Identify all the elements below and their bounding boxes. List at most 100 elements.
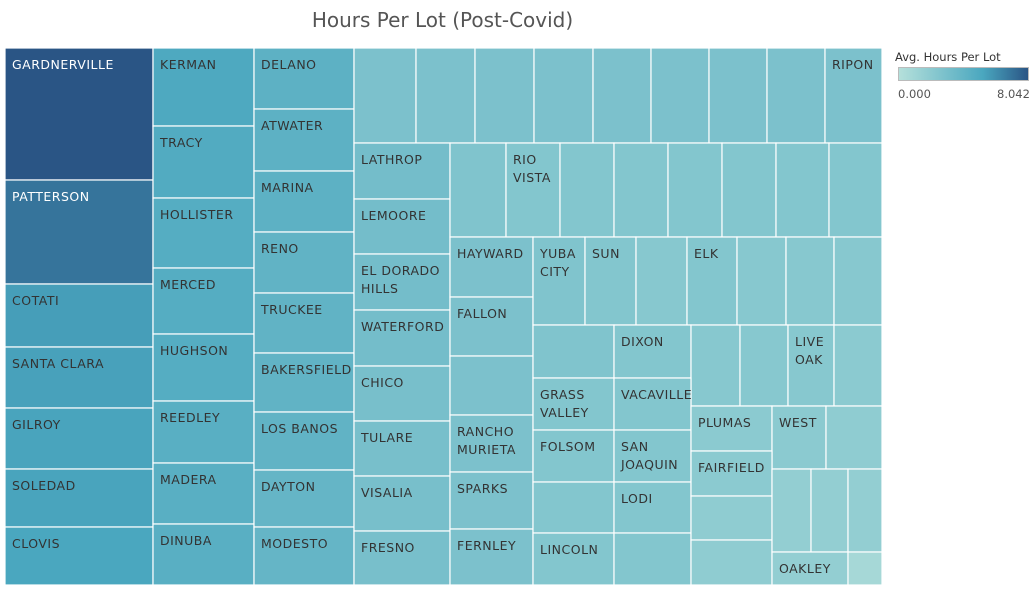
tile-unlabeled-57[interactable] (635, 236, 688, 326)
tile-unlabeled-48[interactable] (828, 142, 883, 238)
tile-live-oak[interactable]: LIVE OAK (787, 324, 835, 407)
tile-unlabeled-51[interactable] (449, 355, 534, 416)
tile-ripon[interactable]: RIPON (824, 47, 883, 144)
tile-rect[interactable] (152, 125, 255, 199)
tile-rect[interactable] (449, 142, 507, 238)
tile-fernley[interactable]: FERNLEY (449, 528, 534, 586)
tile-unlabeled-30[interactable] (708, 47, 768, 144)
tile-rect[interactable] (833, 324, 883, 407)
tile-rect[interactable] (253, 292, 355, 354)
tile-rect[interactable] (449, 355, 534, 416)
tile-plumas[interactable]: PLUMAS (690, 405, 773, 452)
tile-rect[interactable] (828, 142, 883, 238)
tile-reno[interactable]: RENO (253, 231, 355, 294)
tile-rect[interactable] (353, 309, 451, 367)
tile-unlabeled-43[interactable] (559, 142, 615, 238)
tile-fairfield[interactable]: FAIRFIELD (690, 450, 773, 497)
tile-rect[interactable] (613, 532, 692, 586)
tile-rect[interactable] (4, 47, 154, 181)
tile-rect[interactable] (152, 197, 255, 269)
tile-unlabeled-62[interactable] (532, 324, 615, 379)
tile-cotati[interactable]: COTATI (4, 283, 154, 348)
tile-rect[interactable] (690, 495, 773, 541)
tile-rect[interactable] (152, 333, 255, 402)
tile-rect[interactable] (785, 236, 835, 326)
tile-unlabeled-27[interactable] (533, 47, 594, 144)
tile-rect[interactable] (847, 551, 883, 586)
tile-clovis[interactable]: CLOVIS (4, 526, 154, 586)
tile-oakley[interactable]: OAKLEY (771, 551, 849, 586)
tile-rect[interactable] (824, 47, 883, 144)
tile-fallon[interactable]: FALLON (449, 296, 534, 357)
tile-waterford[interactable]: WATERFORD (353, 309, 451, 367)
tile-unlabeled-82[interactable] (771, 468, 812, 553)
tile-unlabeled-60[interactable] (785, 236, 835, 326)
tile-hayward[interactable]: HAYWARD (449, 236, 534, 298)
tile-rect[interactable] (353, 47, 417, 144)
tile-unlabeled-41[interactable] (449, 142, 507, 238)
tile-rect[interactable] (775, 142, 830, 238)
tile-rect[interactable] (253, 469, 355, 528)
tile-chico[interactable]: CHICO (353, 365, 451, 422)
tile-rect[interactable] (253, 47, 355, 110)
tile-unlabeled-47[interactable] (775, 142, 830, 238)
tile-rect[interactable] (766, 47, 826, 144)
tile-rect[interactable] (721, 142, 777, 238)
tile-unlabeled-24[interactable] (353, 47, 417, 144)
tile-vacaville[interactable]: VACAVILLE (613, 377, 692, 431)
tile-rect[interactable] (253, 411, 355, 471)
tile-madera[interactable]: MADERA (152, 462, 255, 525)
tile-rect[interactable] (152, 523, 255, 586)
tile-folsom[interactable]: FOLSOM (532, 429, 615, 483)
tile-lincoln[interactable]: LINCOLN (532, 532, 615, 586)
tile-unlabeled-61[interactable] (833, 236, 883, 326)
tile-unlabeled-26[interactable] (474, 47, 535, 144)
tile-hollister[interactable]: HOLLISTER (152, 197, 255, 269)
tile-rect[interactable] (690, 539, 773, 586)
tile-rect[interactable] (4, 526, 154, 586)
tile-tracy[interactable]: TRACY (152, 125, 255, 199)
tile-rect[interactable] (635, 236, 688, 326)
tile-gilroy[interactable]: GILROY (4, 407, 154, 470)
tile-rect[interactable] (415, 47, 476, 144)
tile-unlabeled-84[interactable] (847, 468, 883, 553)
tile-unlabeled-78[interactable] (825, 405, 883, 470)
tile-rect[interactable] (353, 475, 451, 532)
tile-san-joaquin[interactable]: SAN JOAQUIN (613, 429, 692, 483)
tile-rect[interactable] (449, 528, 534, 586)
tile-unlabeled-80[interactable] (690, 495, 773, 541)
tile-rect[interactable] (4, 179, 154, 285)
tile-lathrop[interactable]: LATHROP (353, 142, 451, 200)
tile-unlabeled-75[interactable] (613, 532, 692, 586)
tile-kerman[interactable]: KERMAN (152, 47, 255, 127)
tile-rect[interactable] (253, 231, 355, 294)
tile-fresno[interactable]: FRESNO (353, 530, 451, 586)
tile-delano[interactable]: DELANO (253, 47, 355, 110)
tile-rect[interactable] (152, 400, 255, 464)
tile-elk[interactable]: ELK (686, 236, 738, 326)
tile-unlabeled-28[interactable] (592, 47, 652, 144)
tile-unlabeled-83[interactable] (810, 468, 849, 553)
tile-atwater[interactable]: ATWATER (253, 108, 355, 172)
tile-dayton[interactable]: DAYTON (253, 469, 355, 528)
tile-bakersfield[interactable]: BAKERSFIELD (253, 352, 355, 413)
tile-rect[interactable] (613, 481, 692, 534)
tile-rect[interactable] (613, 429, 692, 483)
tile-gardnerville[interactable]: GARDNERVILLE (4, 47, 154, 181)
tile-rect[interactable] (532, 429, 615, 483)
tile-rect[interactable] (825, 405, 883, 470)
tile-rect[interactable] (708, 47, 768, 144)
tile-west[interactable]: WEST (771, 405, 827, 470)
tile-unlabeled-67[interactable] (833, 324, 883, 407)
tile-rect[interactable] (847, 468, 883, 553)
tile-rect[interactable] (353, 365, 451, 422)
tile-unlabeled-46[interactable] (721, 142, 777, 238)
tile-patterson[interactable]: PATTERSON (4, 179, 154, 285)
tile-rect[interactable] (152, 47, 255, 127)
tile-yuba-city[interactable]: YUBA CITY (532, 236, 586, 326)
tile-rect[interactable] (690, 450, 773, 497)
tile-rect[interactable] (771, 551, 849, 586)
tile-dixon[interactable]: DIXON (613, 324, 692, 379)
tile-rect[interactable] (690, 324, 741, 407)
tile-unlabeled-86[interactable] (847, 551, 883, 586)
